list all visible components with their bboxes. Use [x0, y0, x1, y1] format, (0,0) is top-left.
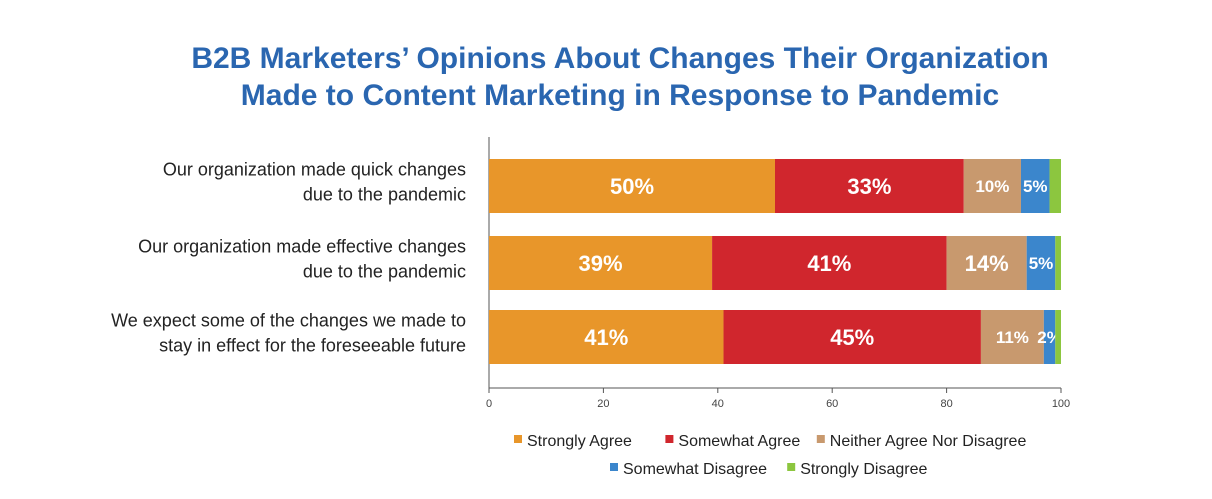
bar-segment[interactable] [775, 159, 964, 213]
data-label: 11% [996, 328, 1029, 347]
legend-swatch [610, 463, 618, 471]
data-label: 5% [1029, 254, 1054, 273]
bar-segment[interactable] [1043, 310, 1056, 364]
legend-label: Neither Agree Nor Disagree [830, 433, 1027, 450]
data-label: 41% [807, 251, 851, 276]
data-label: 45% [830, 325, 874, 350]
data-label: 41% [584, 325, 628, 350]
x-tick-label: 80 [940, 398, 952, 410]
data-label: 10% [975, 177, 1009, 196]
legend-swatch [816, 435, 825, 443]
chart-title-line-2: Made to Content Marketing in Response to… [240, 79, 1000, 112]
data-label: 2% [1069, 176, 1095, 196]
category-label: Our organization made effective changes [138, 237, 466, 257]
bar-segment[interactable] [946, 236, 1027, 290]
bar-segment[interactable] [1026, 236, 1056, 290]
bar-segment[interactable] [489, 159, 775, 213]
bar-segment[interactable] [1049, 159, 1061, 213]
bar-segment[interactable] [963, 159, 1021, 213]
category-label: We expect some of the changes we made to [111, 311, 466, 331]
bar-segment[interactable] [723, 310, 981, 364]
legend-swatch [514, 435, 522, 443]
x-tick-label: 60 [826, 398, 838, 410]
legend-label: Strongly Disagree [800, 461, 927, 478]
legend-label: Somewhat Disagree [623, 461, 767, 478]
category-label: due to the pandemic [303, 262, 466, 282]
x-tick-label: 20 [597, 398, 609, 410]
data-label: 1% [1069, 253, 1095, 273]
bar-segment[interactable] [1020, 159, 1050, 213]
data-label: 39% [579, 251, 623, 276]
legend-swatch [665, 435, 674, 443]
chart-title-line-1: B2B Marketers’ Opinions About Changes Th… [191, 42, 1049, 75]
data-label: 1% [1069, 327, 1095, 347]
bar-segment[interactable] [489, 236, 713, 290]
legend-label: Somewhat Agree [678, 433, 800, 450]
x-tick-label: 0 [486, 398, 492, 410]
legend-label: Strongly Agree [527, 433, 632, 450]
bar-segment[interactable] [980, 310, 1044, 364]
category-label: stay in effect for the foreseeable futur… [159, 336, 466, 356]
bar-segment[interactable] [1055, 310, 1061, 364]
category-label: due to the pandemic [303, 185, 466, 205]
bar-segment[interactable] [489, 310, 724, 364]
x-tick-label: 100 [1052, 398, 1070, 410]
data-label: 14% [965, 251, 1009, 276]
data-label: 33% [847, 174, 891, 199]
x-tick-label: 40 [712, 398, 724, 410]
bar-segment[interactable] [1055, 236, 1061, 290]
bar-segment[interactable] [712, 236, 947, 290]
legend-swatch [787, 463, 796, 471]
category-label: Our organization made quick changes [163, 160, 466, 180]
data-label: 50% [610, 174, 654, 199]
chart-title: B2B Marketers’ Opinions About Changes Th… [0, 40, 1212, 114]
data-label: 5% [1023, 177, 1048, 196]
